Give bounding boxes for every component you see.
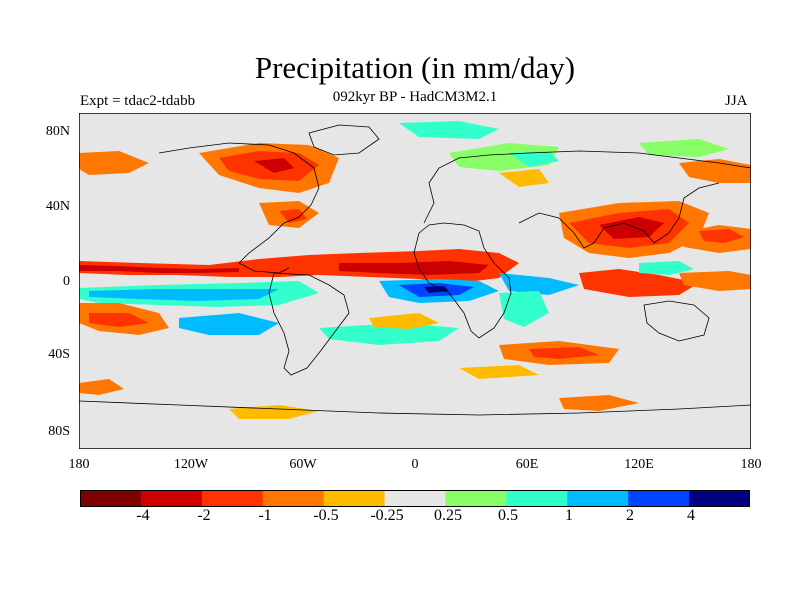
ytick-label: 80S [48, 424, 70, 439]
xtick-label: 60E [515, 457, 539, 472]
colorbar-label: -0.5 [313, 507, 339, 524]
experiment-label: Expt = tdac2-tdabb [80, 93, 196, 109]
ytick-label: 80N [45, 124, 70, 139]
colorbar-swatch [140, 490, 203, 507]
xtick-label: 60W [289, 457, 317, 472]
colorbar-swatch [506, 490, 568, 507]
colorbar-swatch [384, 490, 446, 507]
xtick-label: 180 [740, 457, 762, 472]
colorbar-label: 0.5 [498, 507, 518, 524]
colorbar-swatch [628, 490, 690, 507]
ytick-label: 0 [63, 274, 70, 289]
colorbar-swatch [201, 490, 264, 507]
colorbar-swatch [262, 490, 325, 507]
xtick-label: 120E [624, 457, 654, 472]
colorbar-swatch [689, 490, 750, 507]
colorbar-swatch [445, 490, 507, 507]
colorbar-label: -4 [136, 507, 150, 524]
xtick-label: 0 [411, 457, 419, 472]
map-subtitle: 092kyr BP - HadCM3M2.1 [332, 89, 498, 105]
colorbar [80, 490, 750, 507]
colorbar-label: 0.25 [434, 507, 462, 524]
colorbar-label: 2 [626, 507, 634, 524]
anomaly-fields [79, 121, 751, 419]
map-title: Precipitation (in mm/day) [254, 50, 576, 85]
xtick-label: 180 [68, 457, 90, 472]
season-label: JJA [725, 93, 748, 109]
coastlines [79, 124, 751, 416]
precipitation-map [79, 113, 751, 449]
colorbar-swatch [80, 490, 142, 507]
colorbar-swatch [567, 490, 629, 507]
colorbar-swatch [323, 490, 386, 507]
colorbar-label: 4 [687, 507, 695, 524]
ytick-label: 40S [48, 347, 70, 362]
colorbar-label: 1 [565, 507, 573, 524]
colorbar-label: -0.25 [370, 507, 404, 524]
colorbar-label: -1 [258, 507, 272, 524]
xtick-label: 120W [173, 457, 209, 472]
ytick-label: 40N [45, 199, 70, 214]
colorbar-label: -2 [197, 507, 211, 524]
